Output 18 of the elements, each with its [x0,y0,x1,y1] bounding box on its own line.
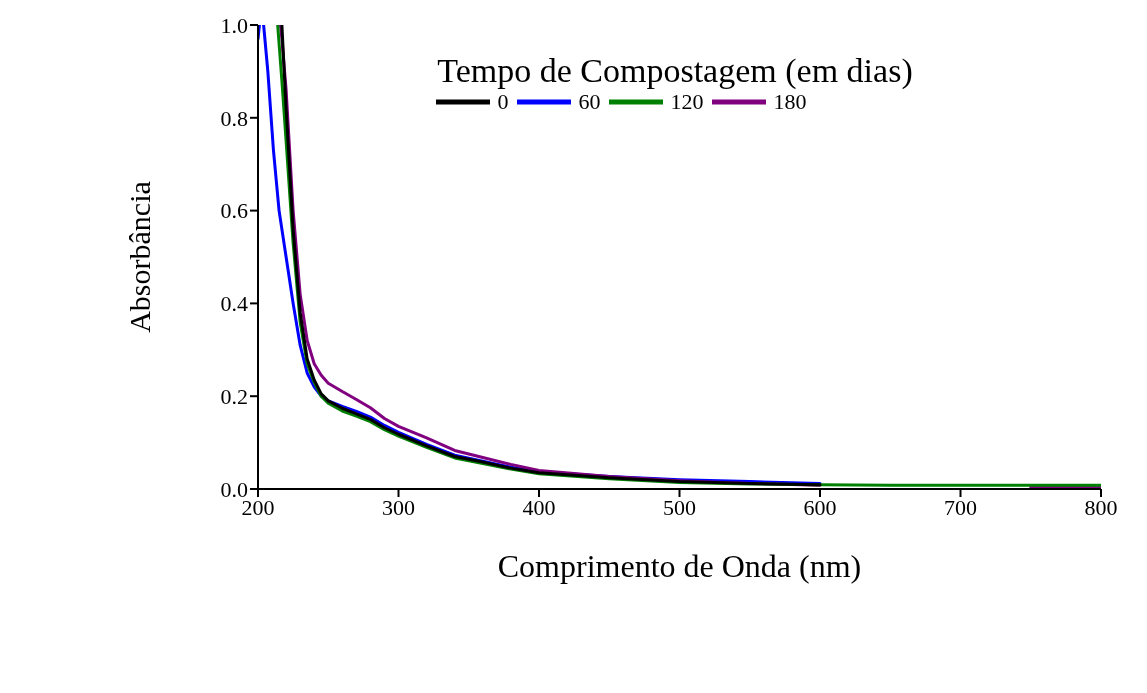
y-tick-label: 0.6 [220,198,248,224]
legend-label: 60 [578,89,601,115]
legend-label: 180 [773,89,807,115]
y-tick-label: 0.2 [220,384,248,410]
legend-title: Tempo de Compostagem (em dias) [436,52,914,89]
x-tick-label: 600 [803,494,837,520]
y-tick-label: 0.4 [220,291,248,317]
y-tick-label: 1.0 [220,12,248,38]
legend-label: 0 [497,89,509,115]
x-tick-label: 700 [944,494,977,520]
y-tick-label: 0.8 [220,105,248,131]
legend-label: 120 [670,89,704,115]
y-axis-title: Absorbância [122,181,156,333]
x-tick-label: 500 [663,494,696,520]
x-axis-title: Comprimento de Onda (nm) [497,548,862,584]
x-tick-label: 300 [382,494,415,520]
x-tick-label: 800 [1084,494,1118,520]
x-tick-label: 400 [522,494,556,520]
